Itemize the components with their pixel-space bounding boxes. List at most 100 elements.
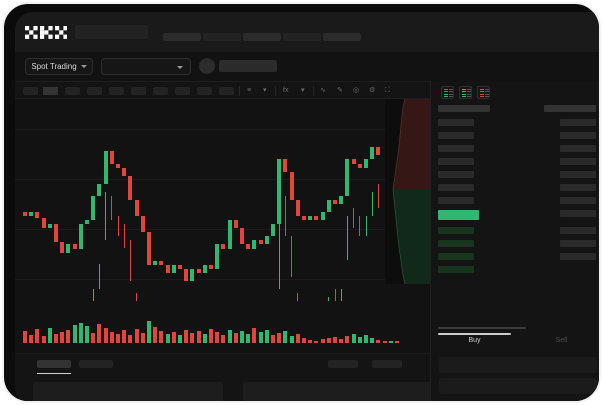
orders-placeholder-left bbox=[33, 382, 223, 401]
percent-slider[interactable] bbox=[443, 401, 593, 403]
settings-gear-icon[interactable]: ⚙ bbox=[369, 87, 376, 94]
table-row[interactable] bbox=[560, 132, 596, 139]
volume-bar bbox=[178, 335, 182, 343]
candle bbox=[209, 264, 213, 269]
candle bbox=[60, 242, 65, 253]
table-row[interactable] bbox=[438, 227, 474, 234]
candle bbox=[190, 268, 195, 281]
volume-bar bbox=[395, 341, 399, 343]
volume-bar bbox=[271, 335, 275, 343]
timeframe-button-9[interactable] bbox=[197, 87, 212, 95]
table-row[interactable] bbox=[560, 158, 596, 165]
table-row[interactable] bbox=[438, 119, 474, 126]
orderbook-current-price-row[interactable] bbox=[438, 210, 479, 220]
table-row[interactable] bbox=[438, 197, 474, 204]
orders-action-1[interactable] bbox=[328, 360, 358, 368]
volume-bar bbox=[159, 331, 164, 343]
search-input[interactable] bbox=[75, 25, 148, 39]
orderbook-view-buy-icon[interactable] bbox=[459, 86, 472, 99]
nav-item-5[interactable] bbox=[323, 33, 361, 41]
table-row[interactable] bbox=[438, 158, 474, 165]
timeframe-button-4[interactable] bbox=[87, 87, 102, 95]
camera-icon[interactable]: ◎ bbox=[353, 87, 360, 94]
table-row[interactable] bbox=[438, 132, 474, 139]
volume-bar bbox=[47, 328, 52, 343]
amount-field[interactable] bbox=[439, 378, 597, 394]
table-row[interactable] bbox=[438, 171, 474, 178]
tab-sell[interactable]: Sell bbox=[555, 337, 568, 344]
chart-type-chevron-icon[interactable]: ▾ bbox=[263, 87, 267, 94]
candle bbox=[283, 159, 288, 237]
device-screen: Spot Trading bbox=[15, 12, 599, 403]
volume-bar bbox=[41, 336, 46, 343]
candle bbox=[128, 175, 133, 281]
nav-item-1[interactable] bbox=[163, 33, 201, 41]
tab-order-history[interactable] bbox=[79, 360, 113, 368]
tab-open-orders[interactable] bbox=[37, 360, 71, 368]
fullscreen-icon[interactable]: ⛶ bbox=[385, 87, 390, 94]
table-row[interactable] bbox=[560, 197, 596, 204]
candle bbox=[227, 220, 232, 249]
table-row[interactable] bbox=[438, 266, 474, 273]
volume-bar bbox=[184, 330, 189, 343]
table-row[interactable] bbox=[560, 253, 596, 260]
volume-bar bbox=[264, 330, 269, 343]
chart-type-icon[interactable]: ≡ bbox=[247, 87, 252, 94]
timeframe-button-1[interactable] bbox=[23, 87, 38, 95]
table-row[interactable] bbox=[438, 253, 474, 260]
candle bbox=[233, 220, 238, 229]
nav-item-3[interactable] bbox=[243, 33, 281, 41]
draw-pencil-icon[interactable]: ✎ bbox=[337, 87, 343, 94]
orderbook-view-both-icon[interactable] bbox=[441, 86, 454, 99]
candle bbox=[240, 228, 244, 245]
candle bbox=[134, 199, 139, 301]
indicator-chevron-icon[interactable]: ▾ bbox=[301, 87, 305, 94]
candle bbox=[364, 159, 368, 237]
volume-bar bbox=[196, 331, 201, 343]
line-chart-icon[interactable]: ∿ bbox=[320, 87, 326, 94]
candle bbox=[66, 244, 71, 253]
volume-bar bbox=[252, 328, 257, 343]
orders-placeholder-right bbox=[243, 382, 433, 401]
table-row[interactable] bbox=[560, 210, 596, 217]
avatar[interactable] bbox=[199, 58, 215, 74]
candle bbox=[289, 171, 294, 277]
timeframe-button-3[interactable] bbox=[65, 87, 80, 95]
candle bbox=[116, 163, 120, 237]
orders-action-2[interactable] bbox=[372, 360, 402, 368]
candle bbox=[122, 167, 127, 249]
table-row[interactable] bbox=[560, 240, 596, 247]
slider-node-0[interactable] bbox=[443, 401, 452, 403]
nav-item-2[interactable] bbox=[203, 33, 241, 41]
candle bbox=[85, 220, 89, 225]
table-row[interactable] bbox=[438, 184, 474, 191]
candle bbox=[277, 159, 282, 289]
timeframe-button-5[interactable] bbox=[109, 87, 124, 95]
toolbar-divider bbox=[239, 86, 240, 96]
okx-logo[interactable] bbox=[25, 26, 67, 39]
orderbook-scrollbar[interactable] bbox=[438, 327, 526, 329]
candle bbox=[171, 264, 176, 273]
table-row[interactable] bbox=[438, 145, 474, 152]
nav-item-4[interactable] bbox=[283, 33, 321, 41]
timeframe-button-8[interactable] bbox=[175, 87, 190, 95]
pair-selector[interactable] bbox=[101, 58, 191, 75]
table-row[interactable] bbox=[560, 145, 596, 152]
market-type-dropdown[interactable]: Spot Trading bbox=[25, 58, 93, 75]
candlestick-chart[interactable] bbox=[15, 99, 430, 301]
table-row[interactable] bbox=[560, 171, 596, 178]
table-row[interactable] bbox=[438, 240, 474, 247]
orderbook-view-sell-icon[interactable] bbox=[477, 86, 490, 99]
price-field[interactable] bbox=[439, 357, 597, 373]
timeframe-button-2[interactable] bbox=[43, 87, 58, 95]
table-row[interactable] bbox=[560, 184, 596, 191]
volume-bar bbox=[326, 338, 331, 343]
indicator-icon[interactable]: fx bbox=[283, 87, 289, 94]
timeframe-button-10[interactable] bbox=[219, 87, 234, 95]
table-row[interactable] bbox=[560, 119, 596, 126]
timeframe-button-6[interactable] bbox=[131, 87, 146, 95]
tab-buy[interactable]: Buy bbox=[468, 337, 481, 344]
timeframe-button-7[interactable] bbox=[153, 87, 168, 95]
table-row[interactable] bbox=[560, 227, 596, 234]
